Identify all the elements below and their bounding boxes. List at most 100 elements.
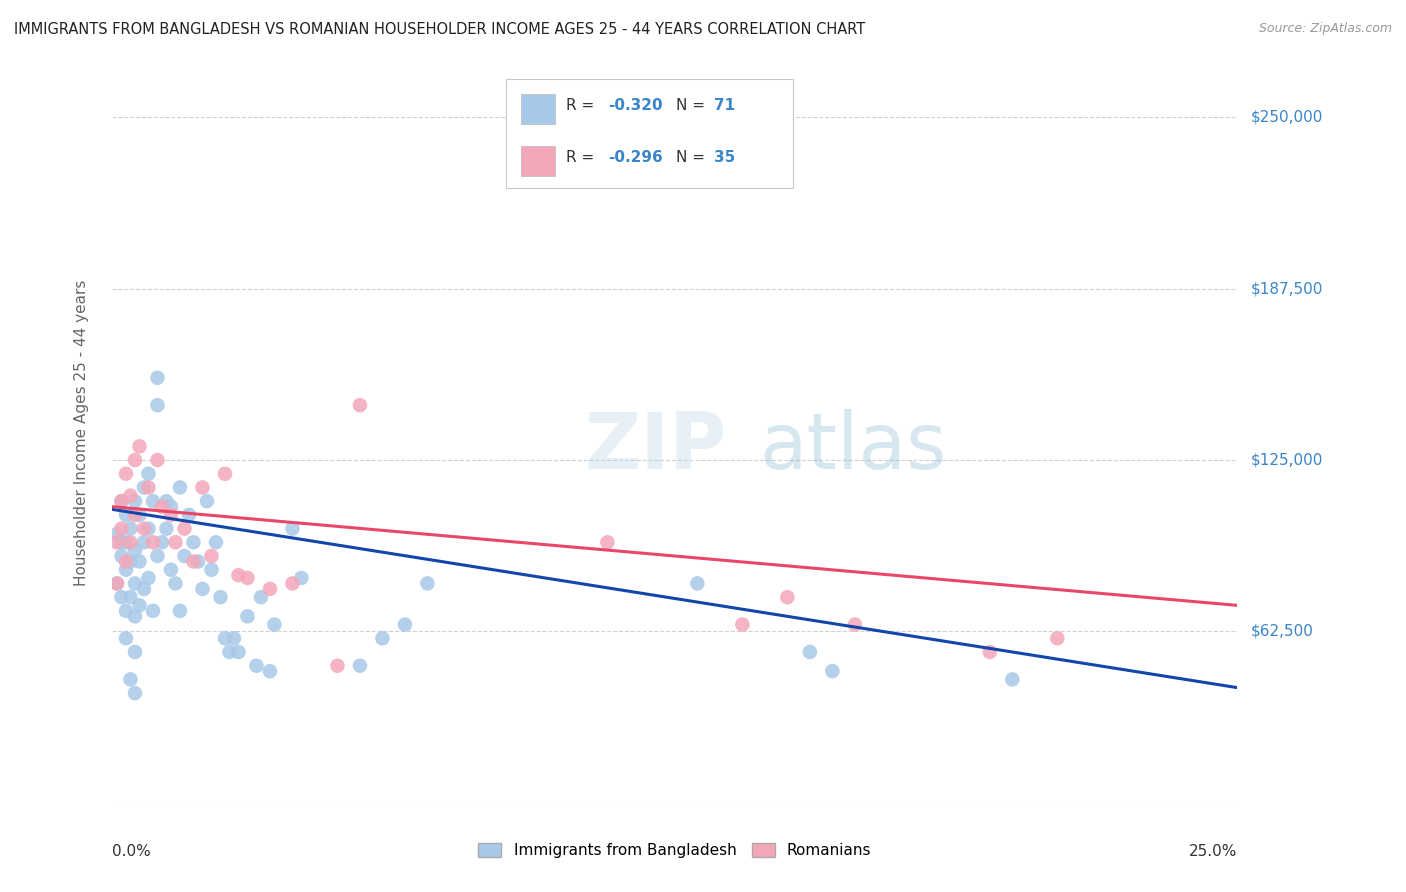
Point [132,535,155,549]
Text: atlas: atlas [759,409,946,485]
Point [124,543,146,558]
Point [146,549,169,563]
Point [799,645,821,659]
Point [110,549,132,563]
Point [142,604,165,618]
Point [173,549,195,563]
Point [124,453,146,467]
Point [349,658,371,673]
Point [146,398,169,412]
Text: N =: N = [676,150,710,165]
Point [191,582,214,596]
Point [138,467,160,481]
Point [105,527,128,541]
Point [259,582,281,596]
Point [263,617,285,632]
Point [115,508,138,522]
Point [281,576,304,591]
Point [128,439,150,453]
Point [150,535,173,549]
Point [142,494,165,508]
Point [195,494,218,508]
Point [120,522,142,536]
Point [128,508,150,522]
Text: Source: ZipAtlas.com: Source: ZipAtlas.com [1258,22,1392,36]
Point [250,590,273,604]
Point [124,494,146,508]
Point [115,554,138,568]
Point [160,563,183,577]
Point [236,571,259,585]
Point [132,480,155,494]
Point [120,489,142,503]
Point [138,480,160,494]
Y-axis label: Householder Income Ages 25 - 44 years: Householder Income Ages 25 - 44 years [75,279,89,586]
Point [155,522,177,536]
Point [160,508,183,522]
Point [169,604,191,618]
Point [146,453,169,467]
Point [138,571,160,585]
Point [165,576,187,591]
Point [236,609,259,624]
Text: 25.0%: 25.0% [1189,844,1237,858]
Text: IMMIGRANTS FROM BANGLADESH VS ROMANIAN HOUSEHOLDER INCOME AGES 25 - 44 YEARS COR: IMMIGRANTS FROM BANGLADESH VS ROMANIAN H… [14,22,865,37]
Point [105,576,128,591]
Point [1001,673,1024,687]
Bar [520,146,554,176]
Point [214,467,236,481]
Point [200,549,222,563]
Text: $250,000: $250,000 [1251,110,1323,125]
Point [191,480,214,494]
Point [200,563,222,577]
Text: R =: R = [565,98,599,113]
Text: -0.320: -0.320 [609,98,664,113]
FancyBboxPatch shape [506,78,793,188]
Point [120,673,142,687]
Point [228,645,250,659]
Point [115,535,138,549]
Point [228,568,250,582]
Point [124,686,146,700]
Point [222,632,245,646]
Point [124,508,146,522]
Point [110,590,132,604]
Point [169,480,191,494]
Point [177,508,200,522]
Point [120,535,142,549]
Text: $187,500: $187,500 [1251,281,1323,296]
Point [120,590,142,604]
Point [281,522,304,536]
Point [731,617,754,632]
Point [124,576,146,591]
Point [349,398,371,412]
Point [110,522,132,536]
Point [128,599,150,613]
Text: 71: 71 [714,98,735,113]
Point [110,494,132,508]
Point [138,522,160,536]
Text: 0.0%: 0.0% [112,844,152,858]
Point [1046,632,1069,646]
Point [209,590,232,604]
Point [146,371,169,385]
Point [120,554,142,568]
Text: N =: N = [676,98,710,113]
Point [173,522,195,536]
Point [394,617,416,632]
Point [776,590,799,604]
Point [105,535,128,549]
Text: -0.296: -0.296 [609,150,664,165]
Point [979,645,1001,659]
Point [183,535,205,549]
Point [115,632,138,646]
Text: ZIP: ZIP [585,409,727,485]
Point [259,664,281,678]
Point [132,582,155,596]
Point [214,632,236,646]
Point [245,658,267,673]
Point [124,609,146,624]
Point [105,576,128,591]
Legend: Immigrants from Bangladesh, Romanians: Immigrants from Bangladesh, Romanians [478,843,872,858]
Point [160,500,183,514]
